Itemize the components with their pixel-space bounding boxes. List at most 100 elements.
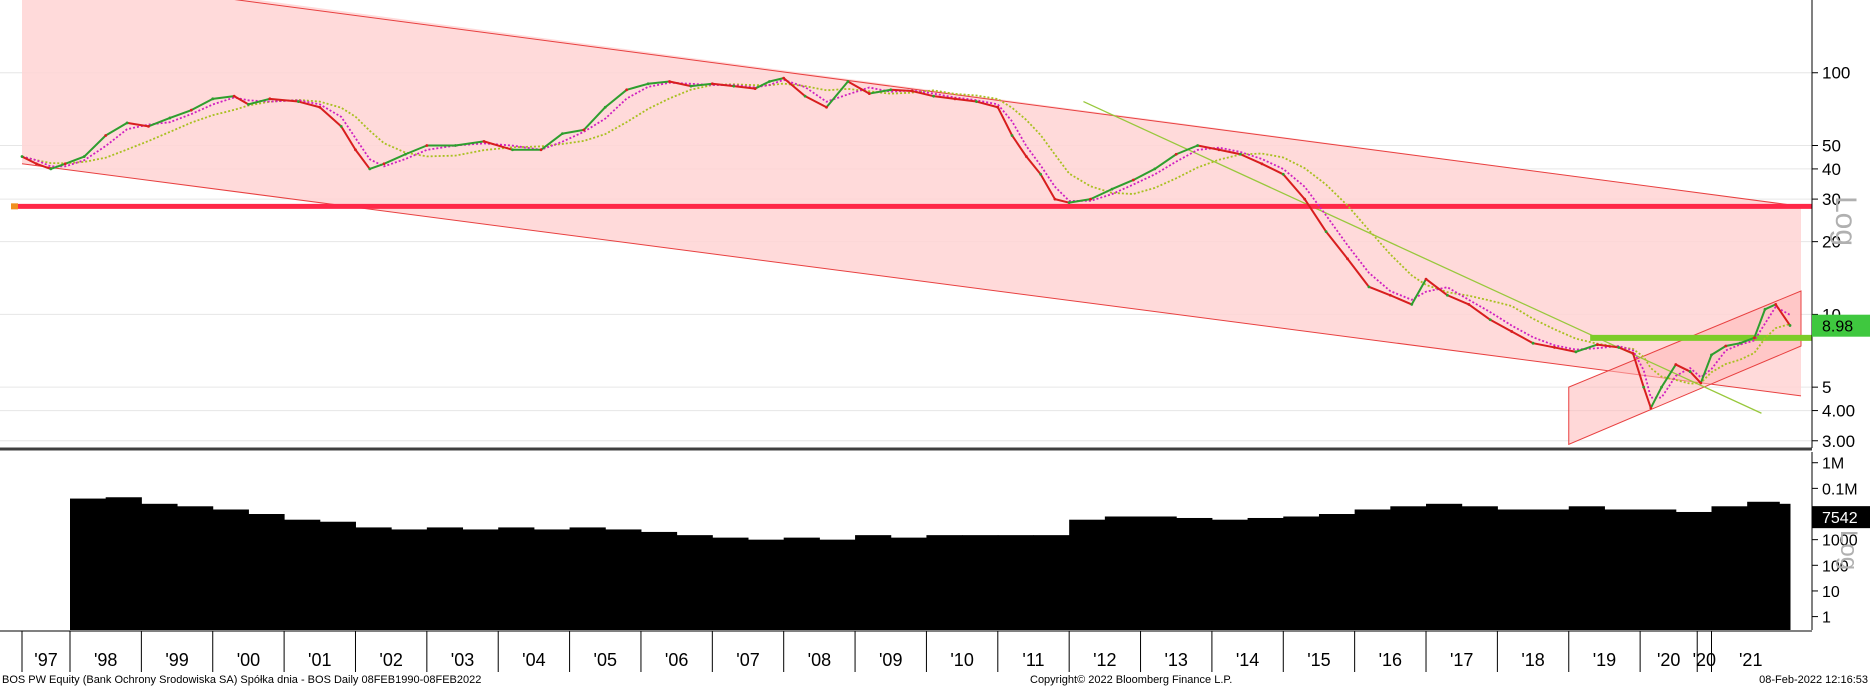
price-point	[1324, 230, 1328, 234]
price-point	[889, 88, 893, 92]
price-point	[232, 94, 236, 98]
price-point	[1699, 381, 1703, 385]
last-volume-label: 7542	[1822, 510, 1858, 527]
price-point	[20, 155, 24, 158]
volume-bar	[855, 535, 892, 630]
footer-copyright: Copyright© 2022 Bloomberg Finance L.P.	[1030, 674, 1233, 686]
price-segment	[1618, 346, 1634, 355]
price-point	[1039, 172, 1043, 176]
price-point	[1024, 155, 1028, 158]
volume-y-axis: 1M0.1M1000010001001017542	[1811, 452, 1870, 630]
price-point	[1089, 197, 1092, 201]
volume-bar	[1461, 506, 1498, 630]
price-segment	[1699, 354, 1713, 384]
volume-bar	[533, 529, 571, 630]
volume-bar	[462, 529, 499, 630]
price-segment	[1532, 342, 1555, 349]
price-segment	[1489, 318, 1513, 333]
volume-tick-label: 10	[1822, 584, 1840, 601]
x-tick-label: '02	[379, 650, 402, 670]
price-segment	[1675, 363, 1691, 373]
price-point	[35, 162, 38, 166]
price-segment	[1282, 173, 1306, 200]
x-tick-label: '13	[1164, 650, 1187, 670]
channel-small	[1568, 290, 1802, 446]
price-segment	[148, 117, 171, 128]
price-point	[1488, 318, 1492, 322]
price-segment	[1468, 303, 1491, 321]
price-segment	[1764, 303, 1777, 311]
price-segment	[1575, 343, 1598, 353]
trendline	[1083, 100, 1762, 414]
price-segment	[754, 80, 770, 90]
price-segment	[869, 88, 891, 95]
price-segment	[1111, 179, 1134, 191]
x-tick-label: '18	[1521, 650, 1544, 670]
volume-bar	[1069, 519, 1106, 630]
price-point	[1595, 343, 1599, 346]
price-segment	[319, 106, 342, 128]
price-point	[49, 167, 53, 171]
volume-bar	[1568, 506, 1605, 630]
volume-bar	[1140, 516, 1177, 630]
x-tick-label: '05	[594, 650, 617, 670]
price-point	[1153, 167, 1157, 171]
price-segment	[540, 132, 564, 151]
price-point	[753, 87, 757, 90]
price-segment	[1511, 330, 1534, 345]
price-segment	[1689, 370, 1702, 384]
price-point	[1367, 285, 1371, 289]
price-segment	[340, 125, 357, 151]
price-segment	[911, 90, 934, 98]
price-point	[1752, 336, 1756, 340]
price-segment	[583, 106, 606, 131]
x-tick-label: '19	[1593, 650, 1616, 670]
price-segment	[1025, 155, 1042, 175]
price-point	[1788, 324, 1792, 327]
price-segment	[1389, 294, 1413, 306]
price-segment	[1346, 258, 1370, 288]
price-point	[1649, 406, 1653, 410]
volume-bar	[426, 527, 464, 630]
volume-bar	[748, 539, 785, 630]
volume-bar	[962, 535, 999, 630]
price-point	[1553, 346, 1556, 349]
price-segment	[383, 153, 406, 165]
price-point	[1710, 353, 1713, 357]
channel-main-fill	[22, 0, 1801, 396]
x-tick-label: '01	[308, 650, 331, 670]
price-segment	[712, 82, 734, 88]
price-point	[1110, 187, 1114, 191]
x-tick-label: '17	[1450, 650, 1473, 670]
price-point	[1724, 344, 1728, 348]
volume-panel	[70, 497, 1791, 630]
price-segment	[954, 97, 977, 103]
price-point	[1424, 277, 1428, 281]
price-segment	[1011, 134, 1028, 158]
price-point	[482, 139, 486, 143]
price-y-axis: 100504030201054.003.008.98	[1811, 0, 1870, 451]
support-marker	[11, 203, 18, 210]
price-point	[211, 97, 215, 101]
price-segment	[369, 162, 385, 170]
price-point	[1303, 197, 1307, 201]
price-point	[1738, 341, 1742, 345]
x-tick-label: '11	[1022, 650, 1044, 670]
price-segment	[455, 140, 485, 147]
price-segment	[976, 100, 999, 109]
price-point	[511, 148, 514, 152]
price-point	[846, 80, 850, 83]
price-segment	[1410, 278, 1427, 305]
volume-tick-label: 1	[1822, 610, 1831, 627]
price-tick-label: 40	[1822, 160, 1841, 179]
price-segment	[1649, 386, 1663, 409]
price-point	[561, 132, 564, 135]
price-segment	[1090, 188, 1113, 201]
price-scale-label: Log	[1829, 196, 1862, 247]
price-segment	[1240, 153, 1263, 165]
price-point	[825, 105, 828, 109]
volume-bar	[105, 497, 142, 630]
price-segment	[298, 100, 321, 109]
last-price-badge	[1812, 314, 1870, 337]
volume-bar	[640, 531, 678, 630]
